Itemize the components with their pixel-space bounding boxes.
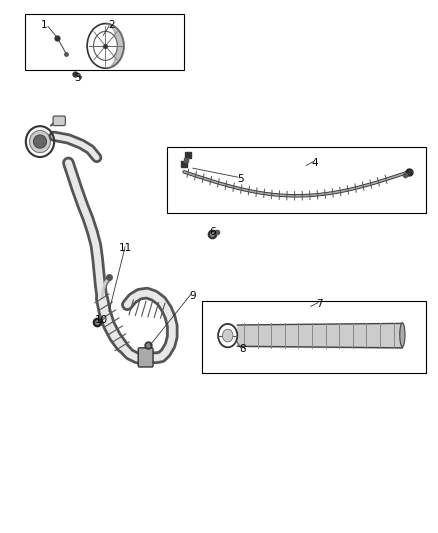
FancyBboxPatch shape bbox=[53, 116, 65, 126]
Ellipse shape bbox=[33, 135, 46, 148]
Text: 5: 5 bbox=[237, 174, 244, 184]
Text: 3: 3 bbox=[74, 73, 81, 83]
Text: 11: 11 bbox=[119, 243, 132, 253]
Text: 8: 8 bbox=[240, 344, 246, 354]
Bar bbox=[201, 301, 426, 373]
Text: 7: 7 bbox=[316, 298, 323, 309]
Bar bbox=[25, 14, 184, 70]
Ellipse shape bbox=[400, 323, 405, 347]
Ellipse shape bbox=[29, 131, 50, 153]
Text: 10: 10 bbox=[95, 314, 108, 325]
Text: 6: 6 bbox=[209, 227, 216, 237]
Text: 9: 9 bbox=[190, 290, 196, 301]
Text: 2: 2 bbox=[109, 20, 115, 30]
Text: 4: 4 bbox=[312, 158, 318, 168]
Bar bbox=[166, 147, 426, 213]
FancyBboxPatch shape bbox=[138, 348, 153, 367]
Circle shape bbox=[223, 329, 233, 342]
Text: 1: 1 bbox=[41, 20, 48, 30]
